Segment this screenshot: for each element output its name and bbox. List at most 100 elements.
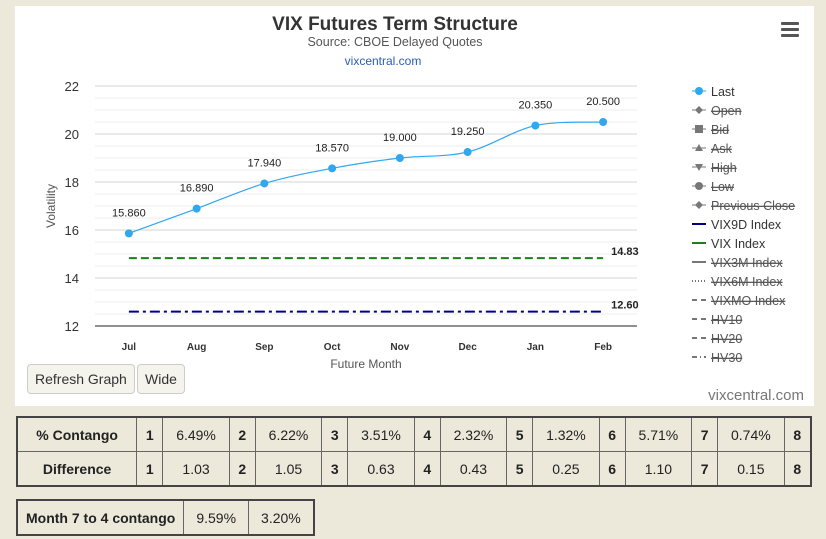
- last-point: [531, 121, 540, 130]
- value-cell: 2.32%: [439, 416, 508, 452]
- chart-panel: VIX Futures Term Structure Source: CBOE D…: [15, 6, 814, 406]
- vix9d-index-label: 12.60: [611, 300, 639, 312]
- value-cell: 0.43: [439, 451, 508, 487]
- legend-symbol: [695, 182, 703, 190]
- x-tick-label: Oct: [324, 342, 341, 353]
- value-cell: 1.32%: [532, 416, 600, 452]
- last-point: [260, 179, 269, 188]
- month-index-cell: 5: [506, 416, 534, 452]
- legend-item-ask: Ask: [711, 142, 733, 156]
- value-cell: 1.05: [254, 451, 323, 487]
- last-data-label: 16.890: [180, 183, 214, 195]
- value-cell: 0.15: [717, 451, 785, 487]
- vix-index-label: 14.83: [611, 246, 639, 258]
- legend-item-vix-index: VIX Index: [711, 237, 766, 251]
- value-cell: 1.10: [624, 451, 693, 487]
- value-cell: 0.74%: [717, 416, 785, 452]
- x-tick-label: Jan: [527, 342, 544, 353]
- row-header: Difference: [16, 451, 138, 487]
- contango-table: % Contango 1 6.49% 2 6.22% 3 3.51% 4 2.32% 5 1.32%…: [16, 416, 812, 487]
- y-tick-label: 16: [65, 223, 79, 238]
- chart-title: VIX Futures Term Structure: [272, 14, 518, 35]
- brand-text: vixcentral.com: [708, 387, 804, 404]
- x-tick-label: Jul: [122, 342, 137, 353]
- x-tick-label: Nov: [390, 342, 409, 353]
- hamburger-menu-icon[interactable]: [781, 22, 799, 37]
- legend-symbol: [695, 144, 703, 151]
- source-link: vixcentral.com: [345, 54, 422, 68]
- month-contango-table: Month 7 to 4 contango 9.59% 3.20%: [16, 499, 315, 536]
- legend-item-previous-close: Previous Close: [711, 199, 795, 213]
- value-cell: 3.20%: [248, 499, 315, 536]
- x-axis-title: Future Month: [330, 357, 401, 371]
- last-point: [192, 204, 201, 213]
- month-index-cell: 7: [691, 451, 719, 487]
- month-index-cell: 8: [783, 451, 812, 487]
- month-index-cell: 3: [321, 416, 349, 452]
- y-axis-title: Volatility: [44, 184, 58, 228]
- month-index-cell: 7: [691, 416, 719, 452]
- last-data-label: 18.570: [315, 142, 349, 154]
- value-cell: 9.59%: [183, 499, 250, 536]
- last-point: [328, 164, 337, 173]
- value-cell: 0.63: [347, 451, 415, 487]
- month-index-cell: 3: [321, 451, 349, 487]
- y-tick-label: 14: [65, 271, 79, 286]
- table-row: % Contango 1 6.49% 2 6.22% 3 3.51% 4 2.32% 5 1.32%…: [16, 416, 812, 452]
- last-series-line: [128, 121, 604, 234]
- month-index-cell: 6: [598, 451, 626, 487]
- last-point: [463, 148, 472, 156]
- legend-item-vix6m-index: VIX6M Index: [711, 275, 783, 289]
- last-point: [124, 229, 133, 238]
- legend-symbol: [695, 106, 703, 114]
- chart-subtitle: Source: CBOE Delayed Quotes: [307, 35, 482, 49]
- x-tick-label: Sep: [255, 342, 273, 353]
- row-header: % Contango: [16, 416, 138, 452]
- legend-item-high: High: [711, 161, 737, 175]
- last-data-label: 15.860: [112, 207, 146, 219]
- month-index-cell: 1: [136, 451, 164, 487]
- x-tick-label: Aug: [187, 342, 206, 353]
- legend-item-last: Last: [711, 85, 735, 99]
- last-data-label: 20.500: [586, 96, 620, 108]
- last-data-label: 19.000: [383, 132, 417, 144]
- last-point: [599, 118, 608, 126]
- month-index-cell: 4: [413, 416, 441, 452]
- value-cell: 5.71%: [624, 416, 693, 452]
- legend-item-hv10: HV10: [711, 313, 742, 327]
- legend-item-vixmo-index: VIXMO Index: [711, 294, 786, 308]
- table-row: Difference 1 1.03 2 1.05 3 0.63 4 0.43 5 0.25 6 1.10…: [16, 451, 812, 487]
- legend-item-low: Low: [711, 180, 735, 194]
- month-index-cell: 5: [506, 451, 534, 487]
- row-header: Month 7 to 4 contango: [16, 499, 185, 536]
- legend-item-hv30: HV30: [711, 351, 742, 365]
- month-index-cell: 4: [413, 451, 441, 487]
- wide-button[interactable]: Wide: [137, 364, 185, 394]
- y-tick-label: 22: [65, 79, 79, 94]
- refresh-graph-button[interactable]: Refresh Graph: [27, 364, 135, 394]
- value-cell: 3.51%: [347, 416, 415, 452]
- value-cell: 6.49%: [162, 416, 230, 452]
- value-cell: 1.03: [162, 451, 230, 487]
- last-data-label: 20.350: [519, 100, 553, 112]
- x-tick-label: Dec: [458, 342, 477, 353]
- legend-symbol: [695, 125, 703, 133]
- value-cell: 6.22%: [254, 416, 323, 452]
- y-tick-label: 18: [65, 175, 79, 190]
- last-point: [395, 154, 404, 162]
- last-data-label: 19.250: [451, 126, 485, 138]
- legend-symbol: [695, 164, 703, 171]
- month-index-cell: 6: [598, 416, 626, 452]
- month-index-cell: 2: [228, 416, 256, 452]
- month-index-cell: 1: [136, 416, 164, 452]
- table-row: Month 7 to 4 contango 9.59% 3.20%: [16, 499, 315, 536]
- month-index-cell: 2: [228, 451, 256, 487]
- legend-item-vix3m-index: VIX3M Index: [711, 256, 783, 270]
- last-data-label: 17.940: [248, 157, 282, 169]
- month-index-cell: 8: [783, 416, 812, 452]
- y-tick-label: 12: [65, 319, 79, 334]
- legend-item-hv20: HV20: [711, 332, 742, 346]
- legend-item-open: Open: [711, 104, 742, 118]
- legend-item-vix9d-index: VIX9D Index: [711, 218, 782, 232]
